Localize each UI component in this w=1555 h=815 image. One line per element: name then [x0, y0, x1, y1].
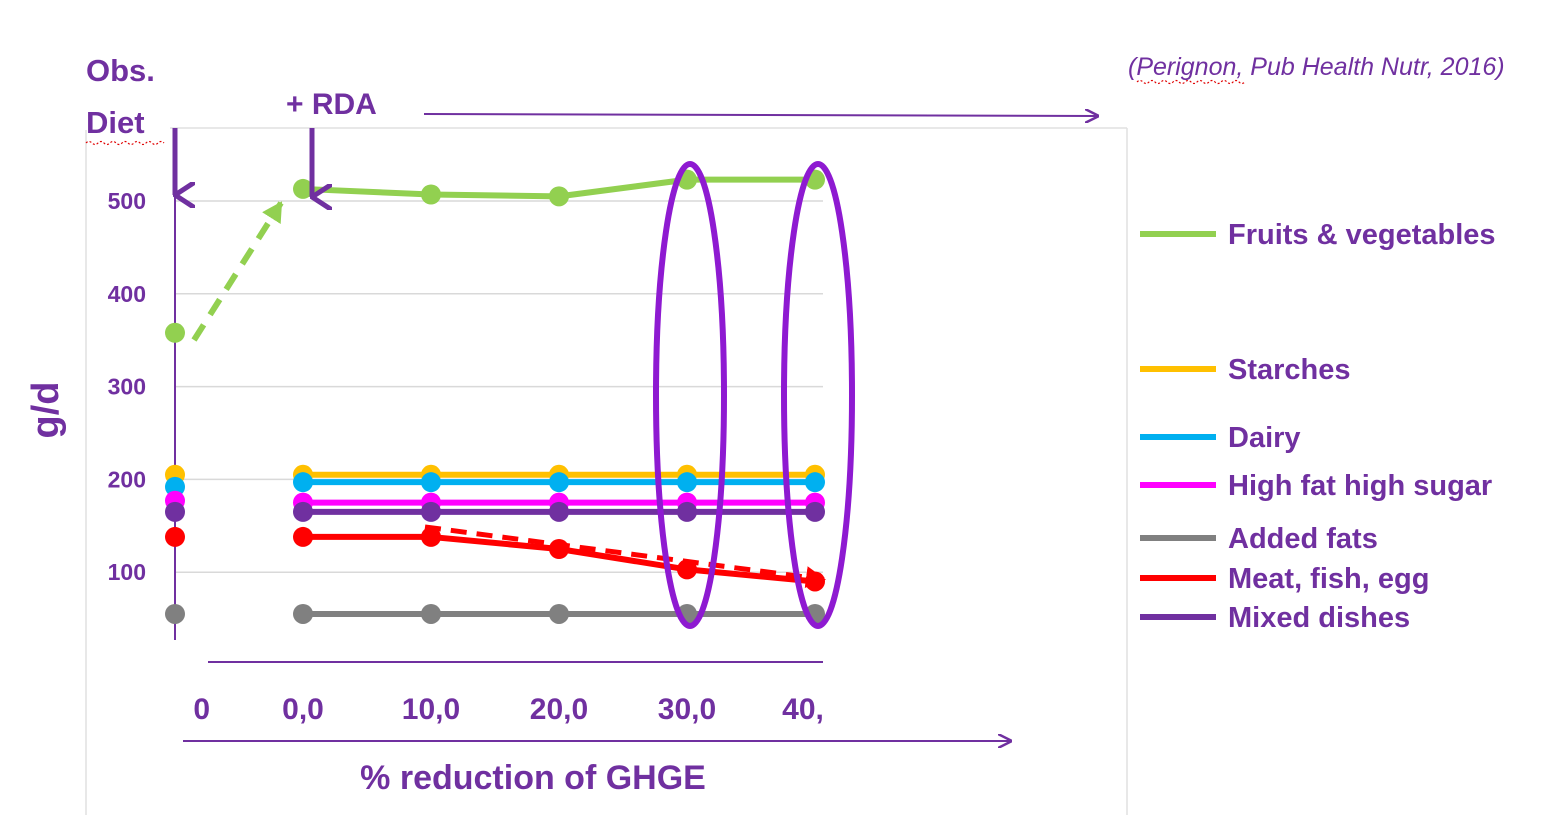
data-point	[805, 472, 825, 493]
legend-label: Dairy	[1228, 422, 1301, 454]
series-fruits-vegetables	[165, 169, 825, 343]
data-point	[421, 526, 441, 547]
data-point	[165, 501, 185, 522]
data-point	[165, 476, 185, 497]
x-tick-label: 10,0	[402, 693, 460, 726]
data-point	[293, 603, 313, 624]
data-point	[549, 186, 569, 207]
x-tick-label: 0,0	[282, 693, 324, 726]
data-point	[165, 322, 185, 343]
x-tick-label: 40,	[782, 693, 824, 726]
y-tick-label: 400	[108, 281, 146, 307]
legend: Fruits & vegetables Starches Dairy High fat…	[1140, 219, 1496, 634]
y-tick-label: 200	[108, 466, 146, 492]
citation-spellcheck-underline	[1136, 79, 1246, 85]
obs-diet-label-line1: Obs.	[86, 53, 155, 88]
red-trend-arrow	[424, 524, 826, 589]
green-trend-arrow	[191, 201, 284, 342]
data-point	[549, 472, 569, 493]
y-tick-label: 100	[108, 559, 146, 585]
y-axis-title: g/d	[25, 382, 67, 439]
data-point	[677, 501, 697, 522]
data-point	[165, 603, 185, 624]
trend-arrows	[191, 201, 826, 589]
series-group	[165, 169, 825, 624]
y-tick-label: 300	[108, 374, 146, 400]
data-point	[421, 472, 441, 493]
x-axis-ticks: 0 0,0 10,0 20,0 30,0 40,	[193, 693, 824, 726]
data-point	[421, 184, 441, 205]
x-tick-label: 0	[193, 693, 210, 726]
obs-diet-spellcheck-underline	[85, 140, 165, 146]
highlight-ellipses	[653, 161, 855, 629]
series-added-fats	[165, 603, 825, 624]
obs-diet-label-line2: Diet	[86, 105, 145, 140]
highlight-ellipse	[781, 161, 855, 629]
legend-label: Meat, fish, egg	[1228, 563, 1429, 595]
data-point	[293, 501, 313, 522]
x-axis-title: % reduction of GHGE	[360, 759, 706, 797]
data-point	[421, 501, 441, 522]
highlight-ellipse	[653, 161, 727, 629]
data-point	[165, 526, 185, 547]
data-point	[293, 472, 313, 493]
data-point	[805, 501, 825, 522]
data-point	[293, 178, 313, 199]
data-point	[549, 539, 569, 559]
rda-label: + RDA	[286, 88, 377, 121]
y-tick-label: 500	[108, 188, 146, 214]
x-tick-label: 30,0	[658, 693, 716, 726]
rda-horizontal-arrow	[423, 114, 1097, 116]
data-point	[421, 603, 441, 624]
legend-label: Mixed dishes	[1228, 602, 1410, 634]
legend-label: Added fats	[1228, 523, 1378, 555]
y-axis-ticks: 100 200 300 400 500	[108, 188, 146, 585]
data-point	[293, 526, 313, 547]
series-meat-fish-egg	[165, 526, 825, 592]
legend-label: Starches	[1228, 354, 1351, 386]
x-tick-label: 20,0	[530, 693, 588, 726]
series-dairy	[165, 472, 825, 497]
data-point	[549, 603, 569, 624]
data-point	[677, 472, 697, 493]
legend-label: High fat high sugar	[1228, 470, 1492, 502]
series-mixed-dishes	[165, 501, 825, 522]
citation: (Perignon, Pub Health Nutr, 2016)	[1128, 53, 1505, 81]
legend-label: Fruits & vegetables	[1228, 219, 1496, 251]
data-point	[549, 501, 569, 522]
